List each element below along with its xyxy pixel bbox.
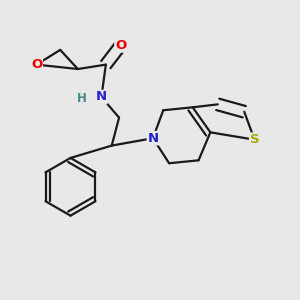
- Text: O: O: [31, 58, 42, 71]
- Text: N: N: [96, 91, 107, 103]
- Text: H: H: [77, 92, 87, 105]
- Text: S: S: [250, 133, 259, 146]
- Text: O: O: [115, 39, 126, 52]
- Text: N: N: [147, 132, 158, 145]
